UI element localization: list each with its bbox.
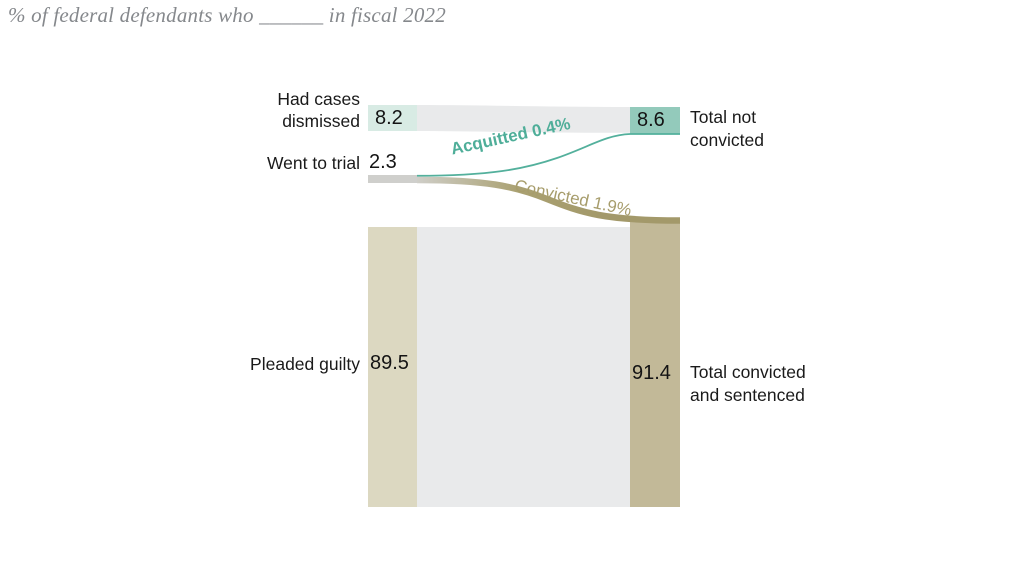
bar-total-convicted <box>630 221 680 507</box>
bar-pleaded-guilty <box>368 227 417 507</box>
label-total-not-line1: Total not <box>690 107 757 127</box>
label-convicted-flow: Convicted 1.9% <box>512 176 634 220</box>
label-total-convicted: Total convicted and sentenced <box>690 361 806 407</box>
value-not-convicted: 8.6 <box>637 109 665 131</box>
label-total-convicted-line2: and sentenced <box>690 385 805 405</box>
label-acquitted-flow: Acquitted 0.4% <box>449 114 573 159</box>
label-had-cases-line1: Had cases <box>277 89 360 109</box>
value-pleaded: 89.5 <box>370 352 409 374</box>
label-had-cases-line2: dismissed <box>282 111 360 131</box>
bar-went-to-trial <box>368 175 417 183</box>
chart-title: % of federal defendants who ______ in fi… <box>8 3 446 27</box>
label-total-not-convicted: Total not convicted <box>690 106 764 152</box>
value-convicted: 91.4 <box>632 362 671 384</box>
bar-total-not-convicted: 8.6 <box>630 107 680 134</box>
label-total-not-line2: convicted <box>690 130 764 150</box>
label-went-to-trial: Went to trial <box>266 153 360 173</box>
label-total-convicted-line1: Total convicted <box>690 362 806 382</box>
label-pleaded-guilty: Pleaded guilty <box>250 354 360 374</box>
bar-dismissed: 8.2 <box>368 105 417 131</box>
value-dismissed: 8.2 <box>375 107 403 129</box>
flow-pleaded <box>417 227 630 507</box>
label-had-cases-dismissed: Had cases dismissed <box>160 88 360 132</box>
value-trial: 2.3 <box>369 151 397 173</box>
